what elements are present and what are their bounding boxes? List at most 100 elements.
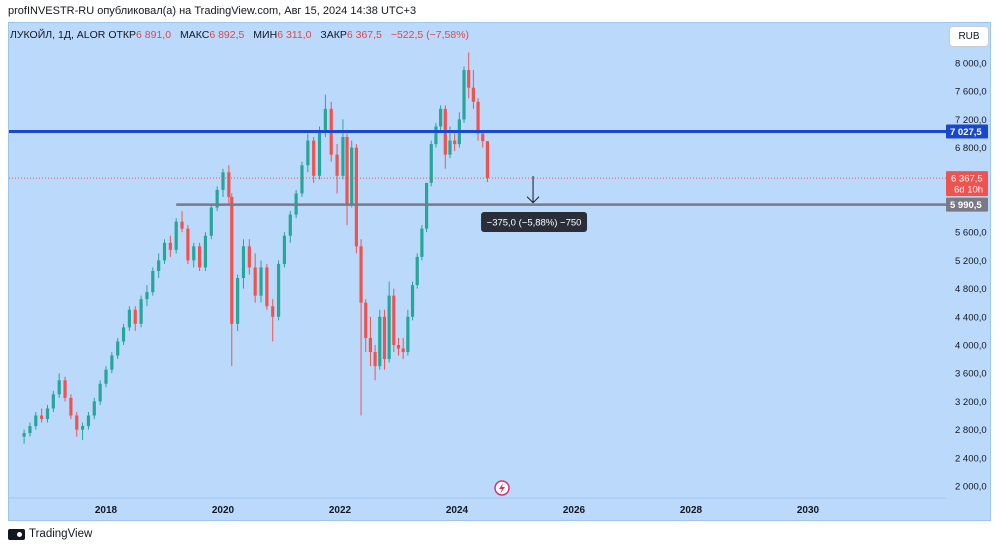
measure-arrow-head [526,196,540,204]
measure-tooltip [481,212,588,232]
candle-body [406,316,410,353]
x-tick-label: 2030 [797,505,820,516]
candle-body [236,278,240,324]
candle-body [476,101,480,134]
candle-body [198,246,202,268]
candle-body [259,267,263,296]
y-tick-label: 7 200,0 [955,115,987,126]
candle-body [110,355,114,370]
measure-tooltip-text: −375,0 (−5,88%) −750 [487,218,582,229]
candle-body [174,221,178,250]
x-tick-label: 2018 [95,505,118,516]
last-price-tag [946,171,988,197]
x-tick-label: 2026 [563,505,586,516]
candle-body [401,348,405,353]
y-tick-label: 4 000,0 [955,341,987,352]
candle-body [300,165,304,194]
footer-brand: TradingView [29,528,93,540]
candle-body [345,137,349,204]
legend-symbol[interactable]: ЛУКОЙЛ, 1Д, ALOR [10,29,106,41]
y-tick-label: 4 400,0 [955,312,987,323]
candle-body [467,70,471,88]
candle-body [81,426,85,430]
candle-body [162,242,167,261]
last-price-countdown: 6d 10h [954,185,983,196]
candle-body [104,369,108,384]
candle-body [92,401,96,416]
currency-button[interactable]: RUB [949,26,989,47]
y-tick-label: 5 600,0 [955,228,987,239]
candle-body [481,133,485,142]
candle-body [28,426,32,434]
x-tick-label: 2020 [212,505,235,516]
candle-body [75,415,79,430]
candle-body [359,246,363,303]
candle-body [439,108,443,127]
legend-high-label: МАКС [179,29,210,41]
candle-body [471,87,475,102]
candle-body [203,235,208,268]
candle-body [323,108,327,130]
x-tick-label: 2024 [446,505,469,516]
candle-body [415,256,419,286]
tradingview-logo-icon [8,528,25,540]
candle-body [420,228,424,257]
candle-body [227,172,231,197]
candle-body [378,316,382,367]
lightning-icon [499,483,505,494]
y-tick-label: 4 800,0 [955,284,987,295]
candle-body [429,144,433,183]
candle-body [317,129,322,176]
support-price-label: 5 990,5 [950,200,982,211]
candle-body [335,154,339,176]
candle-body [288,214,292,236]
resistance-price-label: 7 027,5 [950,127,982,138]
candle-body [34,415,38,427]
last-price-label: 6 367,5 [951,174,983,185]
candle-body [230,196,234,324]
candle-body [453,140,457,145]
legend-low-label: МИН [253,29,278,41]
candle-body [306,140,310,166]
candle-body [276,263,281,317]
y-tick-label: 6 800,0 [955,143,987,154]
candle-body [45,408,50,420]
candle-body [127,309,131,328]
legend-close-label: ЗАКР [320,29,347,41]
candle-body [392,295,396,345]
candle-body [51,394,55,409]
candle-body [180,221,184,229]
candle-body [133,309,137,324]
candle-body [364,302,368,338]
candle-body [396,345,401,349]
candle-body [192,246,196,261]
ohlc-legend: ЛУКОЙЛ, 1Д, ALOR ОТКР6 891,0 МАКС6 892,5… [10,29,475,41]
legend-open-label: ОТКР [108,29,137,41]
candle-body [221,172,225,190]
candle-body [145,292,149,300]
legend-low-value: 6 311,0 [277,29,312,41]
candle-body [368,337,373,353]
candle-body [121,327,126,342]
support-price-tag [946,197,988,212]
candle-body [354,147,358,247]
candle-body [168,242,172,250]
y-tick-label: 2 000,0 [955,482,987,493]
y-tick-label: 2 400,0 [955,453,987,464]
legend-close-value: 6 367,5 [346,29,382,41]
candle-body [98,383,102,402]
footer: TradingView [8,528,92,540]
candle-body [151,270,155,293]
candle-body [22,433,26,437]
candle-body [63,380,67,398]
candle-body [350,147,354,204]
candle-body [387,295,391,360]
candle-body [186,228,190,261]
y-tick-label: 7 600,0 [955,87,987,98]
y-tick-label: 8 000,0 [955,59,987,70]
candle-body [139,299,143,324]
candle-body [382,316,387,360]
y-tick-label: 2 800,0 [955,425,987,436]
legend-open-value: 6 891,0 [136,29,172,41]
chart-pane[interactable] [8,22,991,521]
